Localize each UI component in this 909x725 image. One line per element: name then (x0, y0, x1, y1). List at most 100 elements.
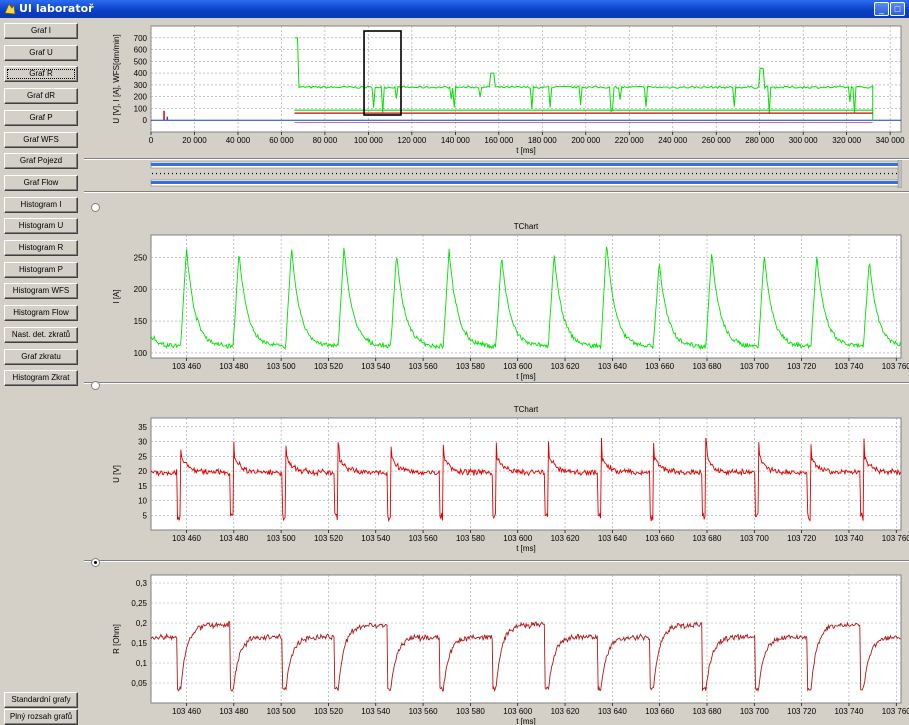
x-tick-label: 103 580 (456, 707, 485, 716)
separator (84, 158, 909, 160)
plot-area (150, 417, 902, 531)
y-tick-label: 20 (138, 467, 147, 476)
zoom-selection (363, 30, 402, 116)
x-tick-label: 160 000 (484, 136, 513, 145)
y-tick-label: 700 (134, 34, 148, 43)
sidebar-button-graf-pojezd[interactable]: Graf Pojezd (4, 153, 78, 170)
sidebar-button-histogram-flow[interactable]: Histogram Flow (4, 305, 78, 322)
x-tick-label: 103 760 (882, 534, 909, 543)
x-tick-label: 103 500 (267, 362, 296, 371)
sidebar-button-histogram-i[interactable]: Histogram I (4, 196, 78, 213)
x-tick-label: 100 000 (354, 136, 383, 145)
bottom-button-plny-rozsah-grafu[interactable]: Plný rozsah grafů (4, 709, 78, 725)
y-tick-label: 100 (134, 349, 148, 358)
sidebar-button-graf-p[interactable]: Graf P (4, 109, 78, 126)
x-tick-label: 103 600 (503, 534, 532, 543)
main-area: 0 20 000 40 000 60 000 80 000 100 000 120 000 1… (84, 18, 909, 725)
y-tick-label: 200 (134, 285, 148, 294)
y-tick-label: 400 (134, 69, 148, 78)
x-tick-label: 103 600 (503, 362, 532, 371)
sidebar-button-graf-flow[interactable]: Graf Flow (4, 174, 78, 191)
minimize-button[interactable]: _ (874, 2, 889, 16)
x-tick-label: 103 740 (834, 707, 863, 716)
current-chart: 103 460 103 480 103 500 103 520 103 540 103 5… (112, 222, 909, 381)
x-tick-label: 103 520 (314, 362, 343, 371)
chart-radio-2[interactable] (91, 381, 100, 390)
y-tick-label: 5 (143, 511, 148, 520)
x-tick-label: 103 680 (693, 534, 722, 543)
sidebar-button-graf-u[interactable]: Graf U (4, 44, 78, 61)
x-tick-label: 60 000 (269, 136, 294, 145)
x-tick-label: 103 480 (219, 534, 248, 543)
y-tick-label: 100 (134, 104, 148, 113)
sidebar-button-histogram-p[interactable]: Histogram P (4, 261, 78, 278)
x-tick-label: 103 620 (551, 534, 580, 543)
bottom-button-standardni-grafy[interactable]: Standardní grafy (4, 692, 78, 708)
x-tick-label: 103 480 (219, 707, 248, 716)
x-tick-label: 103 640 (598, 534, 627, 543)
x-tick-label: 103 620 (551, 707, 580, 716)
x-tick-label: 40 000 (226, 136, 251, 145)
y-tick-label: 30 (138, 438, 147, 447)
x-tick-label: 340 000 (876, 136, 905, 145)
sidebar-button-histogram-zkrat[interactable]: Histogram Zkrat (4, 370, 78, 387)
x-axis-label: t [ms] (516, 146, 536, 155)
x-tick-label: 220 000 (615, 136, 644, 145)
sidebar-button-histogram-wfs[interactable]: Histogram WFS (4, 283, 78, 300)
series-line (150, 246, 901, 351)
sidebar: Graf I Graf U Graf R Graf dR Graf P Graf WFS G… (0, 18, 83, 725)
sidebar-button-nast-det-zkratu[interactable]: Nast. det. zkratů (4, 326, 78, 343)
x-tick-label: 103 720 (787, 362, 816, 371)
y-tick-label: 10 (138, 497, 147, 506)
separator (84, 191, 909, 193)
sidebar-button-graf-dr[interactable]: Graf dR (4, 88, 78, 105)
x-tick-label: 103 680 (693, 362, 722, 371)
y-tick-label: 0,2 (136, 619, 148, 628)
sidebar-button-histogram-r[interactable]: Histogram R (4, 240, 78, 256)
x-tick-label: 280 000 (745, 136, 774, 145)
overview-chart: 0 20 000 40 000 60 000 80 000 100 000 120 000 1… (112, 25, 905, 155)
window-title: UI laboratoř (19, 2, 94, 15)
x-tick-label: 260 000 (702, 136, 731, 145)
range-scrollbar[interactable] (150, 160, 902, 188)
x-tick-label: 103 740 (834, 534, 863, 543)
x-tick-label: 103 700 (740, 362, 769, 371)
y-axis-label: R [Ohm] (112, 624, 121, 654)
plot-area (150, 574, 902, 704)
sidebar-button-graf-i[interactable]: Graf I (4, 23, 78, 39)
plot-area (150, 234, 902, 359)
y-tick-label: 0,25 (131, 599, 147, 608)
chart-radio-3[interactable] (91, 558, 100, 567)
voltage-chart: 103 460 103 480 103 500 103 520 103 540 103 5… (112, 405, 909, 553)
x-tick-label: 240 000 (658, 136, 687, 145)
y-tick-label: 150 (134, 317, 148, 326)
scroll-handle[interactable] (897, 160, 902, 188)
y-axis-label: U [V] (112, 465, 121, 483)
x-tick-label: 103 620 (551, 362, 580, 371)
sidebar-button-graf-zkratu[interactable]: Graf zkratu (4, 348, 78, 365)
chart-radio-1[interactable] (91, 203, 100, 212)
sidebar-button-histogram-u[interactable]: Histogram U (4, 218, 78, 235)
x-tick-label: 103 700 (740, 707, 769, 716)
app-icon (4, 3, 16, 15)
x-axis-label: t [ms] (516, 717, 536, 725)
x-tick-label: 80 000 (313, 136, 338, 145)
x-tick-label: 140 000 (441, 136, 470, 145)
series-line-green (294, 37, 873, 115)
x-tick-label: 120 000 (397, 136, 426, 145)
x-tick-label: 103 540 (361, 534, 390, 543)
x-axis-label: t [ms] (516, 372, 536, 381)
sidebar-button-graf-r[interactable]: Graf R (4, 66, 78, 83)
y-axis-label: U [V], I [A], WFS[dm/min] (112, 34, 121, 123)
y-tick-label: 200 (134, 93, 148, 102)
y-tick-label: 250 (134, 253, 148, 262)
y-tick-label: 0 (143, 116, 148, 125)
maximize-button[interactable]: □ (890, 2, 905, 16)
sidebar-button-graf-wfs[interactable]: Graf WFS (4, 131, 78, 148)
x-tick-label: 103 460 (172, 534, 201, 543)
x-tick-label: 103 720 (787, 534, 816, 543)
x-tick-label: 103 560 (409, 534, 438, 543)
x-tick-label: 103 560 (409, 362, 438, 371)
x-tick-label: 320 000 (832, 136, 861, 145)
x-tick-label: 103 760 (882, 362, 909, 371)
